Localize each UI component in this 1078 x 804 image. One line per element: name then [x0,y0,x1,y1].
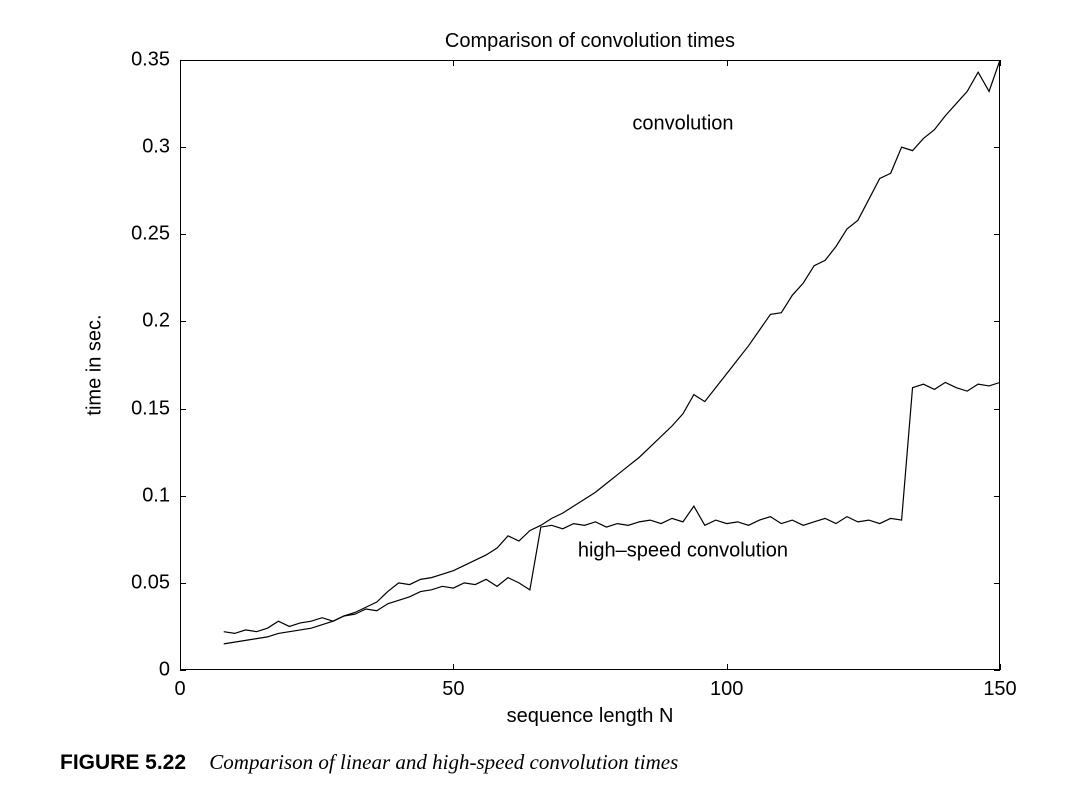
x-tick-mark [727,664,728,670]
y-tick-mark [994,409,1000,410]
y-tick-mark [180,409,186,410]
y-tick-mark [994,670,1000,671]
chart-title: Comparison of convolution times [180,30,1000,53]
y-tick-label: 0.1 [142,484,170,507]
x-axis-label: sequence length N [180,705,1000,728]
y-axis-label: time in sec. [84,314,107,415]
y-tick-label: 0 [159,659,170,682]
figure-caption: FIGURE 5.22 Comparison of linear and hig… [60,750,678,775]
x-tick-mark [1000,60,1001,66]
x-tick-label: 50 [442,678,464,701]
y-tick-mark [180,147,186,148]
y-tick-label: 0.15 [131,397,170,420]
series-line [224,382,1000,633]
series-label: convolution [632,113,733,136]
y-tick-label: 0.25 [131,223,170,246]
chart-plot-area [180,60,1000,670]
y-tick-mark [180,583,186,584]
y-tick-mark [994,321,1000,322]
y-tick-mark [180,496,186,497]
y-tick-mark [994,496,1000,497]
y-tick-mark [180,234,186,235]
y-tick-mark [180,670,186,671]
x-tick-mark [453,60,454,66]
x-tick-mark [180,60,181,66]
plot-svg [180,60,1000,670]
x-tick-mark [727,60,728,66]
x-tick-mark [180,664,181,670]
y-tick-mark [994,147,1000,148]
x-tick-mark [453,664,454,670]
figure-number: FIGURE 5.22 [60,751,186,774]
y-tick-mark [180,321,186,322]
y-tick-mark [994,234,1000,235]
y-tick-label: 0.2 [142,310,170,333]
x-tick-mark [1000,664,1001,670]
y-tick-mark [994,583,1000,584]
x-tick-label: 100 [710,678,743,701]
x-tick-label: 0 [174,678,185,701]
y-tick-label: 0.35 [131,49,170,72]
figure-container: Comparison of convolution times time in … [0,0,1078,804]
caption-text: Comparison of linear and high-speed conv… [209,750,678,774]
y-tick-label: 0.3 [142,136,170,159]
series-label: high–speed convolution [578,540,788,563]
x-tick-label: 150 [983,678,1016,701]
y-tick-label: 0.05 [131,571,170,594]
